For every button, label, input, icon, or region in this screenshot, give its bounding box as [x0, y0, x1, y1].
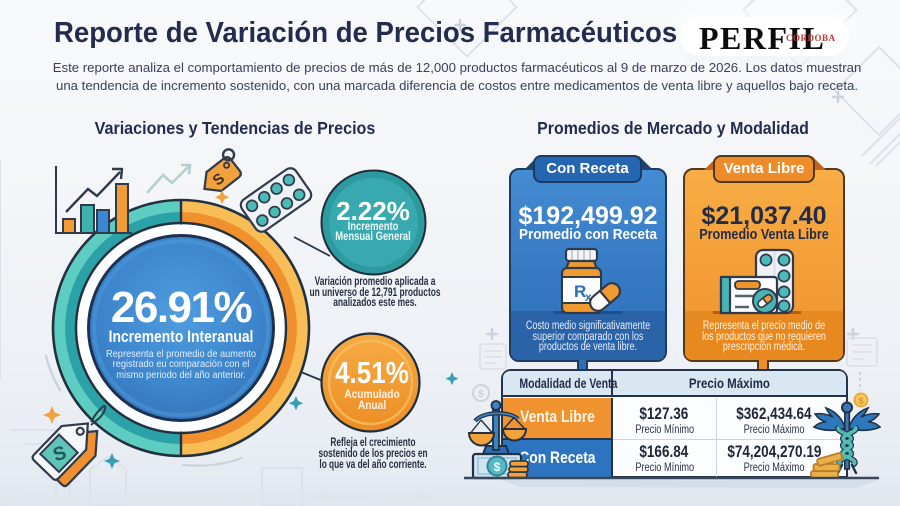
svg-text:S: S	[51, 442, 70, 466]
svg-text:x: x	[585, 290, 592, 304]
svg-text:$: $	[858, 396, 863, 406]
svg-text:R: R	[574, 282, 586, 301]
svg-text:$: $	[478, 389, 484, 400]
svg-text:$: $	[494, 460, 501, 474]
